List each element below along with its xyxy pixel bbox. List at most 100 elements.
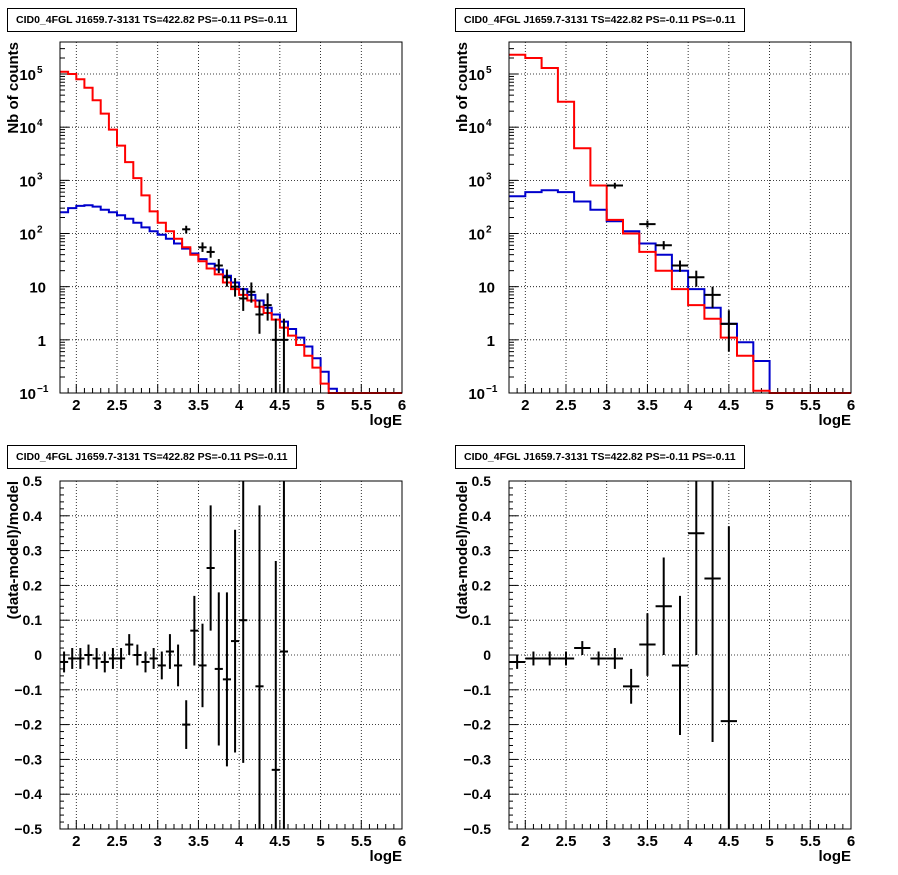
y-tick-label: −0.2 — [14, 717, 42, 733]
data-point — [688, 481, 705, 655]
data-point — [84, 644, 93, 666]
data-point — [198, 623, 207, 708]
data-point — [279, 481, 288, 829]
y-tick-label: 0.4 — [23, 508, 43, 524]
x-tick-label: 6 — [847, 397, 855, 414]
x-tick-label: 3 — [154, 397, 162, 414]
y-tick-label: 0.1 — [23, 612, 43, 628]
data-point — [639, 613, 656, 676]
y-tick-label: −0.3 — [463, 751, 491, 767]
y-tick-label: 10 — [468, 67, 485, 84]
y-tick-label: 0.2 — [472, 577, 492, 593]
data-point — [255, 300, 264, 334]
plot-frame — [508, 480, 852, 830]
y-tick-label: 10 — [478, 280, 495, 297]
y-tick-label: 0.4 — [472, 508, 492, 524]
data-point — [222, 269, 231, 287]
y-tick-exponent: 3 — [486, 171, 492, 182]
y-tick-label: −0.1 — [463, 682, 491, 698]
grid-1 — [509, 42, 851, 393]
y-tick-label: −0.2 — [463, 717, 491, 733]
y-axis-label: (data-model)/model — [5, 481, 22, 619]
y-tick-label: 10 — [29, 280, 46, 297]
grid-0 — [60, 42, 402, 393]
y-tick-label: 10 — [19, 173, 36, 190]
data-point — [214, 259, 223, 274]
data-point — [125, 634, 134, 655]
data-point — [671, 595, 689, 736]
data-point — [231, 529, 240, 753]
data-point — [639, 220, 656, 228]
y-tick-label: 10 — [468, 227, 485, 244]
data-point — [165, 634, 174, 669]
data-point — [239, 287, 248, 311]
plot-frame — [59, 480, 403, 830]
x-axis-label: logE — [819, 848, 852, 865]
x-tick-label: 4.5 — [718, 397, 739, 414]
data-point — [279, 318, 288, 393]
data-point — [174, 644, 183, 687]
data-point — [720, 310, 737, 352]
y-tick-label: 0.3 — [472, 543, 492, 559]
y-tick-label: 1 — [38, 333, 46, 350]
plot-title-2: CID0_4FGL J1659.7-3131 TS=422.82 PS=-0.1… — [7, 445, 297, 469]
x-axis-label: logE — [370, 848, 403, 865]
data-point — [149, 648, 158, 669]
data-point — [590, 651, 607, 666]
x-tick-label: 6 — [398, 833, 406, 850]
data-point — [198, 242, 207, 252]
data-point — [68, 648, 77, 669]
x-tick-label: 2.5 — [556, 833, 577, 850]
series-line-0 — [509, 189, 851, 394]
data-point — [623, 668, 640, 704]
plot-title-3: CID0_4FGL J1659.7-3131 TS=422.82 PS=-0.1… — [455, 445, 745, 469]
x-tick-label: 5 — [316, 397, 324, 414]
series-line-1 — [60, 70, 402, 394]
data-point — [557, 651, 575, 666]
x-tick-label: 5 — [765, 833, 773, 850]
y-tick-exponent: 2 — [37, 225, 43, 236]
data-point — [720, 526, 737, 829]
y-tick-label: 0.2 — [23, 577, 43, 593]
y-tick-label: 0.1 — [472, 612, 492, 628]
x-tick-label: 2 — [521, 397, 529, 414]
data-point — [247, 282, 256, 303]
data-point — [206, 246, 215, 258]
x-tick-label: 3.5 — [637, 833, 658, 850]
data-point — [606, 182, 623, 189]
y-tick-exponent: 2 — [486, 225, 492, 236]
data-point — [76, 648, 85, 669]
y-tick-exponent: 4 — [486, 118, 492, 129]
x-tick-label: 2 — [72, 397, 80, 414]
data-point — [157, 651, 166, 680]
data-point — [688, 270, 705, 287]
data-point — [263, 293, 272, 321]
data-point — [182, 225, 191, 234]
data-point — [606, 648, 623, 669]
data-point — [271, 561, 280, 829]
y-tick-exponent: −1 — [37, 384, 49, 395]
x-tick-label: 4.5 — [718, 833, 739, 850]
plot-title-1: CID0_4FGL J1659.7-3131 TS=422.82 PS=-0.1… — [455, 8, 745, 32]
data-point — [525, 651, 542, 666]
data-point — [141, 651, 150, 673]
y-tick-label: −0.5 — [14, 821, 42, 837]
x-tick-label: 4 — [235, 833, 244, 850]
y-tick-label: 10 — [19, 386, 36, 403]
x-tick-label: 4.5 — [269, 833, 290, 850]
x-tick-label: 2.5 — [107, 397, 128, 414]
x-tick-label: 3.5 — [188, 397, 209, 414]
plot-frame — [59, 41, 403, 394]
data-point — [182, 700, 191, 749]
plot-frame — [508, 41, 852, 394]
x-tick-label: 3 — [603, 833, 611, 850]
data-point — [541, 651, 558, 666]
data-point — [704, 286, 721, 308]
data-point — [671, 260, 689, 272]
data-point — [255, 505, 264, 829]
y-tick-label: −0.4 — [463, 786, 491, 802]
x-tick-label: 4.5 — [269, 397, 290, 414]
